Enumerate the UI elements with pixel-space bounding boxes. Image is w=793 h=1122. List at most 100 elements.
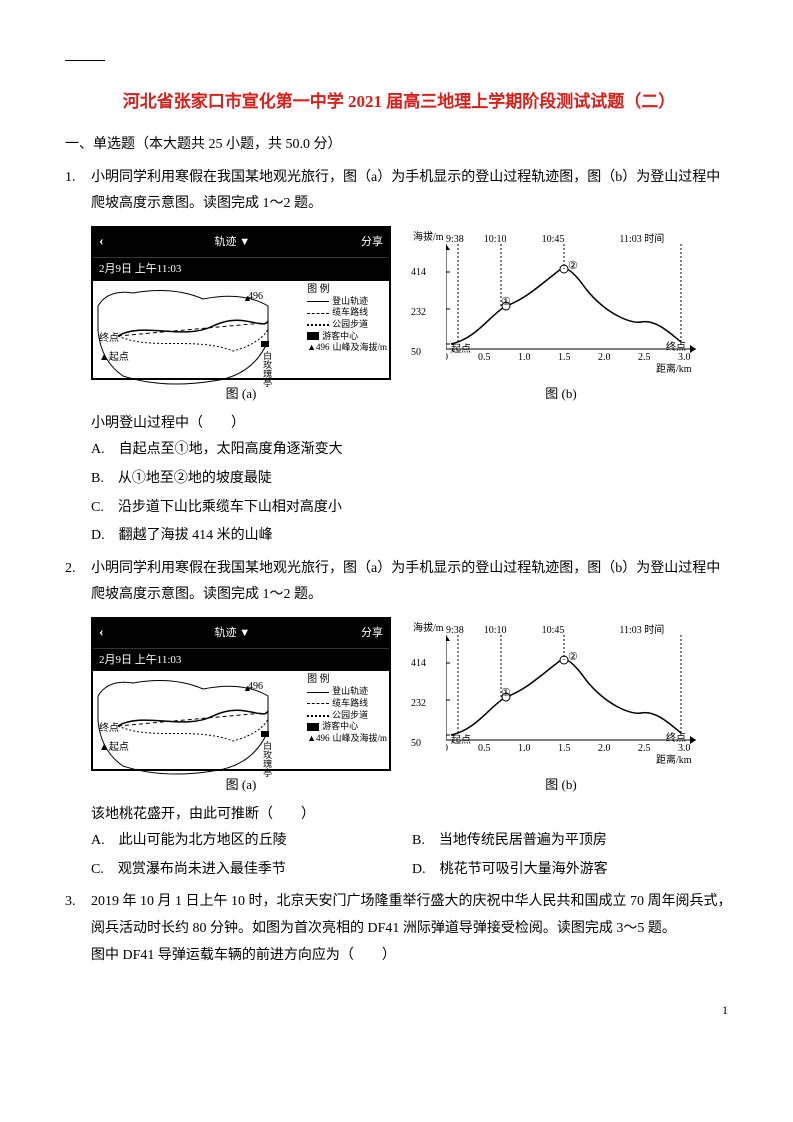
svg-text:2.5: 2.5 (638, 743, 651, 754)
dot-icon (307, 324, 329, 326)
figure-b-caption: 图 (b) (411, 773, 711, 798)
map-legend: 图 例 登山轨迹 缆车路线 公园步道 游客中心 ▲496山峰及海拔/m (307, 283, 387, 354)
question-body: 小明同学利用寒假在我国某地观光旅行，图（a）为手机显示的登山过程轨迹图，图（b）… (91, 165, 733, 552)
question-number: 3. (65, 889, 91, 969)
chart-start: 起点 (451, 340, 471, 359)
legend-row: 游客中心 (307, 331, 387, 343)
phone-map: ▲ 终点▲起点 496 白玫瑰亭 图 例 登山轨迹 缆车路线 公园步道 游客中心… (93, 281, 389, 391)
chart-mark1: ① (501, 292, 511, 313)
svg-text:0: 0 (446, 352, 448, 363)
chart-mark2: ② (568, 256, 578, 277)
svg-text:1.0: 1.0 (518, 743, 531, 754)
exam-title: 河北省张家口市宣化第一中学 2021 届高三地理上学期阶段测试试题（二） (65, 86, 733, 118)
y-labels: 414 232 50 (411, 244, 426, 358)
chart-start: 起点 (451, 731, 471, 750)
chart-mark1: ① (501, 683, 511, 704)
question-stem: 小明同学利用寒假在我国某地观光旅行，图（a）为手机显示的登山过程轨迹图，图（b）… (91, 165, 733, 218)
map-spot-label: 白玫瑰亭 (258, 741, 275, 777)
map-peak-label: 496 (248, 677, 263, 696)
phone-frame: ‹ 轨迹 ▼ 分享 2月9日 上午11:03 ▲ (91, 617, 391, 771)
option-c: C. 观赏瀑布尚未进入最佳季节 (91, 857, 412, 884)
legend-row: ▲496山峰及海拔/m (307, 733, 387, 745)
phone-frame: ‹ 轨迹 ▼ 分享 2月9日 上午11:03 ▲ (91, 226, 391, 380)
y-unit: 海拔/m (413, 232, 444, 243)
y-labels: 414 232 50 (411, 635, 426, 749)
phone-timebar: 2月9日 上午11:03 (93, 648, 389, 672)
svg-text:0.5: 0.5 (478, 352, 491, 363)
legend-row: 缆车路线 (307, 307, 387, 319)
peak-icon: ▲496 (307, 342, 329, 354)
dash-icon (307, 313, 329, 314)
figure-row: ‹ 轨迹 ▼ 分享 2月9日 上午11:03 ▲ (91, 617, 733, 798)
phone-topbar: ‹ 轨迹 ▼ 分享 (93, 228, 389, 257)
chart-b: 9:38 10:10 10:45 11:03 时间 海拔/m 414 232 5… (411, 621, 711, 771)
svg-text:0: 0 (446, 743, 448, 754)
dot-icon (307, 715, 329, 717)
question-3: 3. 2019 年 10 月 1 日上午 10 时，北京天安门广场隆重举行盛大的… (65, 889, 733, 969)
map-peak-label: 496 (248, 287, 263, 306)
phone-title: 轨迹 ▼ (215, 232, 251, 253)
figure-a: ‹ 轨迹 ▼ 分享 2月9日 上午11:03 ▲ (91, 617, 391, 798)
svg-text:1.0: 1.0 (518, 352, 531, 363)
legend-row: 游客中心 (307, 721, 387, 733)
question-subtext: 小明登山过程中（ ） (91, 411, 733, 438)
map-start-label: 终点▲起点 (99, 329, 129, 367)
map-start-label: 终点▲起点 (99, 719, 129, 757)
question-body: 小明同学利用寒假在我国某地观光旅行，图（a）为手机显示的登山过程轨迹图，图（b）… (91, 556, 733, 886)
option-d: D. 翻越了海拔 414 米的山峰 (91, 523, 733, 550)
svg-text:1.5: 1.5 (558, 352, 571, 363)
figure-row: ‹ 轨迹 ▼ 分享 2月9日 上午11:03 ▲ (91, 226, 733, 407)
line-icon (307, 301, 329, 302)
back-icon: ‹ (99, 620, 104, 647)
phone-topbar: ‹ 轨迹 ▼ 分享 (93, 619, 389, 648)
svg-text:2.0: 2.0 (598, 743, 611, 754)
legend-row: 公园步道 (307, 319, 387, 331)
svg-text:2.5: 2.5 (638, 352, 651, 363)
figure-b-caption: 图 (b) (411, 382, 711, 407)
svg-text:2.0: 2.0 (598, 352, 611, 363)
option-b: B. 从①地至②地的坡度最陡 (91, 466, 733, 493)
chart-end: 终点 (666, 338, 686, 357)
legend-row: 登山轨迹 (307, 686, 387, 698)
chart-end: 终点 (666, 729, 686, 748)
question-number: 1. (65, 165, 91, 552)
block-icon (307, 332, 319, 340)
figure-b: 9:38 10:10 10:45 11:03 时间 海拔/m 414 232 5… (411, 230, 711, 407)
legend-row: 登山轨迹 (307, 296, 387, 308)
question-number: 2. (65, 556, 91, 886)
legend-row: ▲496山峰及海拔/m (307, 342, 387, 354)
y-unit: 海拔/m (413, 623, 444, 634)
map-spot-label: 白玫瑰亭 (258, 351, 275, 387)
dash-icon (307, 703, 329, 704)
option-d: D. 桃花节可吸引大量海外游客 (412, 857, 733, 884)
svg-text:1.5: 1.5 (558, 743, 571, 754)
page-number: 1 (65, 999, 733, 1022)
legend-row: 公园步道 (307, 710, 387, 722)
svg-text:0.5: 0.5 (478, 743, 491, 754)
options: A. 自起点至①地，太阳高度角逐渐变大 B. 从①地至②地的坡度最陡 C. 沿步… (91, 437, 733, 549)
peak-icon: ▲496 (307, 733, 329, 745)
option-a: A. 自起点至①地，太阳高度角逐渐变大 (91, 437, 733, 464)
option-b: B. 当地传统民居普遍为平顶房 (412, 828, 733, 855)
legend-row: 缆车路线 (307, 698, 387, 710)
share-label: 分享 (361, 623, 383, 644)
legend-title: 图 例 (307, 673, 387, 686)
chart-mark2: ② (568, 647, 578, 668)
question-body: 2019 年 10 月 1 日上午 10 时，北京天安门广场隆重举行盛大的庆祝中… (91, 889, 733, 969)
phone-map: ▲ 终点▲起点 496 白玫瑰亭 图 例 登山轨迹 缆车路线 公园步道 游客中心… (93, 671, 389, 781)
section-heading: 一、单选题（本大题共 25 小题，共 50.0 分） (65, 132, 733, 159)
back-icon: ‹ (99, 229, 104, 256)
svg-text:距离/km: 距离/km (656, 362, 692, 374)
line-icon (307, 692, 329, 693)
chart-b: 9:38 10:10 10:45 11:03 时间 海拔/m 414 232 5… (411, 230, 711, 380)
map-legend: 图 例 登山轨迹 缆车路线 公园步道 游客中心 ▲496山峰及海拔/m (307, 673, 387, 744)
phone-title: 轨迹 ▼ (215, 623, 251, 644)
header-rule (65, 60, 105, 61)
question-1: 1. 小明同学利用寒假在我国某地观光旅行，图（a）为手机显示的登山过程轨迹图，图… (65, 165, 733, 552)
question-stem: 2019 年 10 月 1 日上午 10 时，北京天安门广场隆重举行盛大的庆祝中… (91, 889, 733, 942)
legend-title: 图 例 (307, 283, 387, 296)
figure-b: 9:38 10:10 10:45 11:03 时间 海拔/m 414 232 5… (411, 621, 711, 798)
block-icon (307, 723, 319, 731)
phone-timebar: 2月9日 上午11:03 (93, 257, 389, 281)
share-label: 分享 (361, 232, 383, 253)
